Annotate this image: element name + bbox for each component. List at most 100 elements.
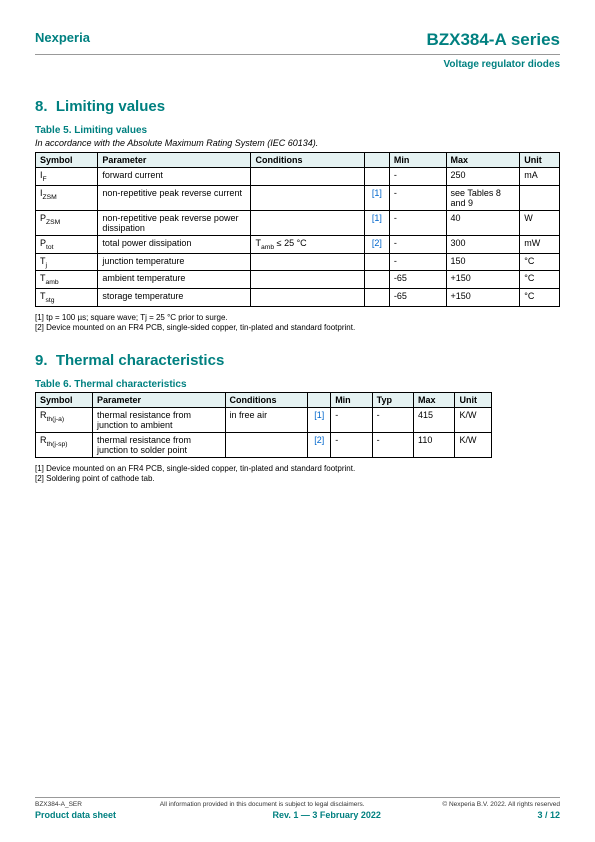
cell-symbol: Ptot (36, 235, 98, 253)
cell-symbol: Tj (36, 253, 98, 271)
table-limiting-values: Symbol Parameter Conditions Min Max Unit… (35, 152, 560, 307)
cell-unit (520, 185, 560, 210)
cell-max: 300 (446, 235, 520, 253)
page-header: Nexperia BZX384-A series (35, 30, 560, 55)
table-row: IFforward current-250mA (36, 168, 560, 186)
cell-min: - (389, 235, 446, 253)
cell-param: non-repetitive peak reverse power dissip… (98, 210, 251, 235)
col-parameter: Parameter (98, 153, 251, 168)
col-min: Min (331, 392, 372, 407)
table-row: Ptottotal power dissipationTamb ≤ 25 °C[… (36, 235, 560, 253)
table6-title: Table 6. Thermal characteristics (35, 379, 560, 390)
page-footer: BZX384-A_SER All information provided in… (35, 797, 560, 820)
cell-note (364, 289, 389, 307)
cell-max: +150 (446, 289, 520, 307)
cell-cond (251, 168, 364, 186)
cell-cond: in free air (225, 407, 308, 432)
footnote: [1] tp = 100 µs; square wave; Tj = 25 °C… (35, 313, 560, 323)
table-header-row: Symbol Parameter Conditions Min Typ Max … (36, 392, 492, 407)
copyright: © Nexperia B.V. 2022. All rights reserve… (442, 801, 560, 808)
cell-max: 150 (446, 253, 520, 271)
table-row: Tambambient temperature-65+150°C (36, 271, 560, 289)
footer-left: Product data sheet (35, 810, 116, 820)
product-subtitle: Voltage regulator diodes (35, 59, 560, 76)
cell-symbol: Tstg (36, 289, 98, 307)
table-row: IZSMnon-repetitive peak reverse current [… (36, 185, 560, 210)
cell-unit: mW (520, 235, 560, 253)
col-typ: Typ (372, 392, 413, 407)
cell-min: - (389, 210, 446, 235)
cell-max: see Tables 8 and 9 (446, 185, 520, 210)
section-number: 9. (35, 352, 48, 369)
footer-center: Rev. 1 — 3 February 2022 (273, 810, 381, 820)
disclaimer: All information provided in this documen… (160, 801, 365, 808)
cell-symbol: PZSM (36, 210, 98, 235)
cell-typ: - (372, 407, 413, 432)
cell-symbol: IZSM (36, 185, 98, 210)
section-9-title: 9. Thermal characteristics (35, 352, 560, 369)
cell-unit: mA (520, 168, 560, 186)
cell-symbol: IF (36, 168, 98, 186)
cell-min: - (389, 253, 446, 271)
col-parameter: Parameter (92, 392, 225, 407)
table-header-row: Symbol Parameter Conditions Min Max Unit (36, 153, 560, 168)
cell-cond (251, 253, 364, 271)
cell-symbol: Rth(j-a) (36, 407, 93, 432)
cell-param: thermal resistance from junction to sold… (92, 432, 225, 457)
cell-param: ambient temperature (98, 271, 251, 289)
cell-cond: Tamb ≤ 25 °C (251, 235, 364, 253)
cell-min: -65 (389, 271, 446, 289)
cell-cond (251, 271, 364, 289)
cell-min: - (331, 407, 372, 432)
col-conditions: Conditions (251, 153, 364, 168)
footnote: [1] Device mounted on an FR4 PCB, single… (35, 464, 560, 474)
cell-param: forward current (98, 168, 251, 186)
cell-symbol: Rth(j-sp) (36, 432, 93, 457)
cell-note: [1] (364, 210, 389, 235)
col-note (364, 153, 389, 168)
cell-min: -65 (389, 289, 446, 307)
cell-unit: W (520, 210, 560, 235)
footnote: [2] Device mounted on an FR4 PCB, single… (35, 323, 560, 333)
cell-typ: - (372, 432, 413, 457)
cell-cond (251, 289, 364, 307)
section-label: Limiting values (56, 98, 165, 115)
table-row: Tjjunction temperature -150°C (36, 253, 560, 271)
table-row: Tstgstorage temperature -65+150°C (36, 289, 560, 307)
table-row: Rth(j-sp)thermal resistance from junctio… (36, 432, 492, 457)
cell-param: non-repetitive peak reverse current (98, 185, 251, 210)
cell-note (364, 168, 389, 186)
cell-note: [1] (308, 407, 331, 432)
table5-title: Table 5. Limiting values (35, 125, 560, 136)
col-min: Min (389, 153, 446, 168)
col-symbol: Symbol (36, 153, 98, 168)
col-max: Max (446, 153, 520, 168)
cell-param: total power dissipation (98, 235, 251, 253)
cell-note: [2] (364, 235, 389, 253)
cell-min: - (389, 185, 446, 210)
col-unit: Unit (520, 153, 560, 168)
cell-cond (251, 210, 364, 235)
cell-note (364, 253, 389, 271)
col-symbol: Symbol (36, 392, 93, 407)
cell-unit: K/W (455, 407, 491, 432)
cell-min: - (389, 168, 446, 186)
brand-name: Nexperia (35, 30, 90, 45)
footnote: [2] Soldering point of cathode tab. (35, 474, 560, 484)
col-note (308, 392, 331, 407)
doc-id: BZX384-A_SER (35, 801, 82, 808)
col-conditions: Conditions (225, 392, 308, 407)
cell-param: storage temperature (98, 289, 251, 307)
cell-param: junction temperature (98, 253, 251, 271)
cell-unit: °C (520, 289, 560, 307)
cell-note: [2] (308, 432, 331, 457)
cell-symbol: Tamb (36, 271, 98, 289)
cell-cond (251, 185, 364, 210)
cell-note: [1] (364, 185, 389, 210)
section-label: Thermal characteristics (56, 352, 224, 369)
cell-unit: °C (520, 271, 560, 289)
section-number: 8. (35, 98, 48, 115)
footer-right: 3 / 12 (537, 810, 560, 820)
cell-unit: K/W (455, 432, 491, 457)
cell-unit: °C (520, 253, 560, 271)
